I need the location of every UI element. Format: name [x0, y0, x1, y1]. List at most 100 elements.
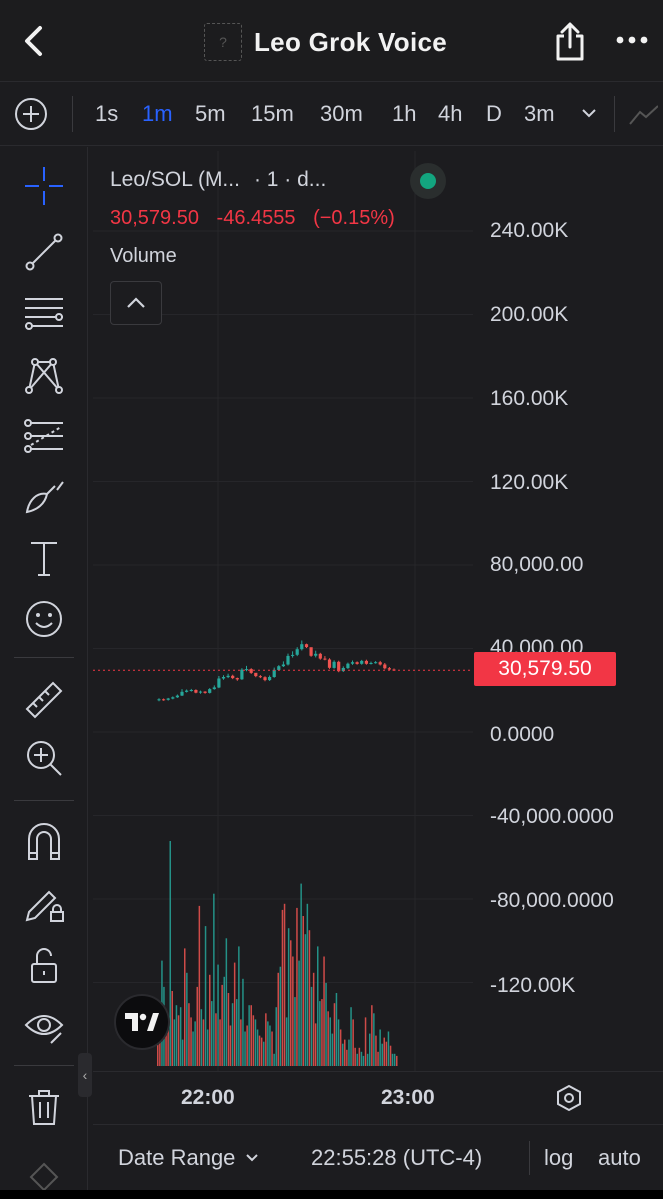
candle-body — [272, 669, 276, 677]
auto-scale-toggle[interactable]: auto — [598, 1145, 641, 1170]
volume-bar — [281, 909, 284, 1066]
candle-body — [217, 678, 221, 688]
interval-1m[interactable]: 1m — [142, 101, 173, 126]
crosshair-tool[interactable] — [22, 164, 66, 208]
zoom-in-icon — [27, 741, 62, 776]
delete-tool[interactable] — [22, 1085, 66, 1129]
volume-bar — [290, 940, 292, 1066]
candle-body — [157, 699, 161, 701]
candle-body — [360, 660, 364, 664]
chart-canvas — [93, 151, 473, 1071]
forecast-tool[interactable] — [22, 414, 66, 458]
time-axis-label: 23:00 — [381, 1086, 435, 1109]
divider — [529, 1141, 530, 1175]
volume-bar — [198, 905, 201, 1066]
interval-1h[interactable]: 1h — [392, 101, 417, 126]
pattern-tool[interactable] — [22, 353, 66, 397]
candle-body — [221, 677, 226, 679]
interval-5m[interactable]: 5m — [195, 101, 226, 126]
volume-bar — [159, 1037, 161, 1066]
interval-d[interactable]: D — [486, 101, 502, 126]
tradingview-logo[interactable] — [114, 994, 170, 1050]
hide-drawings-tool[interactable] — [22, 1004, 66, 1048]
volume-bar — [258, 1035, 261, 1066]
lock-drawings-tool[interactable] — [22, 881, 66, 925]
volume-bar — [260, 1037, 263, 1066]
volume-bar — [339, 1029, 342, 1066]
volume-bar — [312, 972, 315, 1066]
forecasting-icon — [24, 419, 63, 453]
price-axis-label: -80,000.0000 — [490, 889, 614, 912]
volume-bar — [269, 1025, 271, 1066]
legend-collapse-button[interactable] — [110, 281, 162, 325]
volume-bar — [346, 1049, 348, 1066]
volume-bar — [175, 1005, 178, 1066]
fib-retracement-tool[interactable] — [22, 292, 66, 336]
text-tool[interactable] — [22, 536, 66, 580]
volume-bar — [246, 1025, 248, 1066]
brush-tool[interactable] — [22, 475, 66, 519]
volume-bar — [327, 1011, 329, 1066]
more-tools[interactable] — [22, 1157, 66, 1193]
candle-body — [231, 675, 235, 679]
candle-body — [300, 644, 304, 650]
divider — [14, 657, 74, 658]
candle-body — [198, 691, 203, 693]
add-symbol-button[interactable] — [14, 97, 48, 131]
magnet-tool[interactable] — [22, 820, 66, 864]
volume-indicator-label[interactable]: Volume — [110, 245, 177, 267]
emoji-tool[interactable] — [22, 597, 66, 641]
volume-bar — [352, 1019, 354, 1066]
trend-line-tool[interactable] — [22, 230, 66, 274]
volume-bar — [231, 1003, 234, 1066]
chevron-down-icon — [246, 1154, 259, 1162]
interval-3m[interactable]: 3m — [524, 101, 555, 126]
interval-1s[interactable]: 1s — [95, 101, 119, 126]
toolbar-collapse-handle[interactable]: ‹ — [78, 1053, 92, 1097]
brush-icon — [25, 481, 64, 514]
divider — [614, 96, 615, 132]
candle-body — [291, 654, 295, 656]
interval-30m[interactable]: 30m — [320, 101, 363, 126]
crosshair-icon — [25, 167, 63, 205]
log-scale-toggle[interactable]: log — [544, 1145, 574, 1170]
top-bar: ? Leo Grok Voice — [0, 0, 663, 82]
chart-pane[interactable] — [93, 151, 663, 1071]
candle-body — [203, 691, 207, 693]
interval-15m[interactable]: 15m — [251, 101, 294, 126]
share-button[interactable] — [552, 22, 588, 62]
candle-body — [240, 669, 244, 680]
volume-bar — [229, 1025, 232, 1066]
volume-bar — [348, 1039, 350, 1066]
date-range-label: Date Range — [118, 1145, 236, 1170]
more-button[interactable] — [614, 30, 650, 50]
measure-tool[interactable] — [22, 678, 66, 722]
candle-body — [208, 689, 212, 693]
screen-edge — [0, 1190, 663, 1199]
volume-bar — [356, 1053, 358, 1066]
timezone-clock[interactable]: 22:55:28 (UTC-4) — [311, 1145, 483, 1170]
volume-bar — [317, 946, 319, 1066]
lock-all-tool[interactable] — [22, 943, 66, 987]
candle-body — [337, 661, 341, 672]
candle-body — [309, 647, 313, 656]
volume-bar — [190, 1017, 192, 1066]
volume-bar — [294, 997, 296, 1066]
chart-settings-button[interactable] — [555, 1084, 583, 1112]
zoom-tool[interactable] — [22, 736, 66, 780]
candle-body — [212, 687, 216, 690]
volume-bar — [273, 1053, 275, 1066]
date-range-button[interactable]: Date Range — [118, 1145, 259, 1171]
title-wrap: ? Leo Grok Voice — [204, 22, 447, 62]
volume-bar — [263, 1041, 265, 1066]
symbol-legend[interactable]: Leo/SOL (M... · 1 · d... — [110, 168, 326, 192]
interval-4h[interactable]: 4h — [438, 101, 463, 126]
intervals-dropdown[interactable] — [580, 106, 598, 120]
back-button[interactable] — [18, 24, 52, 58]
chart-type-button[interactable] — [628, 104, 659, 126]
time-axis[interactable]: 22:00 23:00 — [93, 1071, 663, 1123]
volume-bar — [275, 1007, 277, 1066]
volume-bar — [215, 1013, 217, 1066]
candle-body — [355, 662, 359, 664]
market-status[interactable] — [410, 163, 446, 199]
